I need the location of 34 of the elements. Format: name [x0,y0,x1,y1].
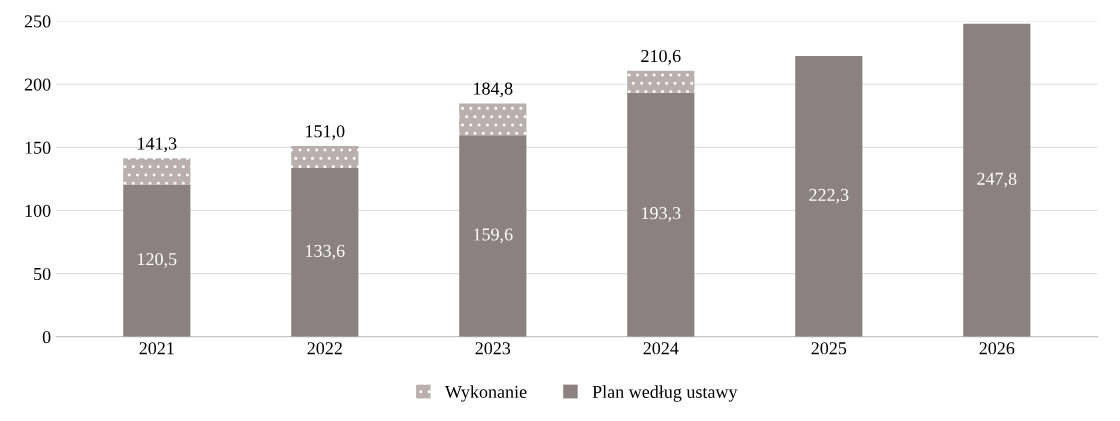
bar [291,168,359,337]
bar [123,184,191,337]
y-tick-label: 200 [24,78,51,91]
bar [123,158,191,185]
bar [627,70,695,93]
data-label: 120,5 [138,253,177,268]
bar [963,23,1031,337]
y-tick-label: 100 [25,204,51,217]
total-label: 184,8 [474,82,513,98]
y-tick-label: 250 [24,15,51,28]
x-tick-label: 2025 [811,342,847,355]
total-label: 141,3 [138,137,177,153]
x-tick-label: 2024 [643,342,679,355]
bar [291,146,359,169]
y-tick-label: 50 [34,267,51,281]
bar [459,103,527,136]
bar [459,135,527,337]
x-tick-label: 2021 [139,342,174,355]
bar [795,56,863,337]
data-label: 159,6 [474,228,513,244]
total-label: 151,0 [306,125,345,140]
x-tick-label: 2022 [307,342,342,355]
data-label: 133,6 [306,244,345,260]
x-tick-label: 2026 [979,342,1015,355]
data-label: 193,3 [642,207,681,222]
x-tick-label: 2023 [475,342,511,355]
y-tick-label: 0 [42,331,51,344]
data-label: 222,3 [809,188,849,204]
data-label: 247,8 [977,172,1017,188]
legend-label: Plan według ustawy [592,385,738,402]
total-label: 210,6 [641,49,681,65]
bar [627,92,695,337]
legend-label: Wykonanie [444,385,527,402]
y-tick-label: 150 [25,141,51,154]
